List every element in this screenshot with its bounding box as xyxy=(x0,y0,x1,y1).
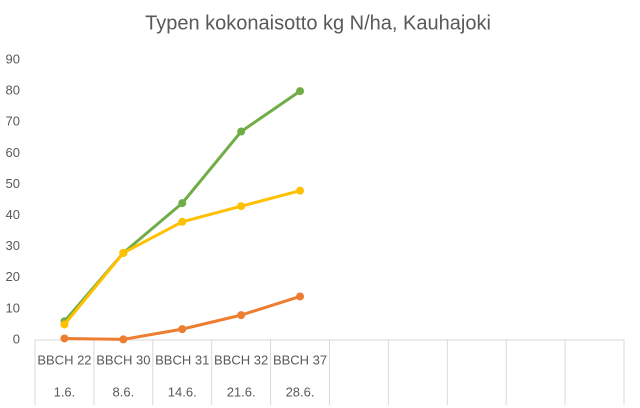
data-point xyxy=(237,202,246,211)
data-point xyxy=(178,217,187,226)
y-tick-label: 80 xyxy=(6,83,20,98)
data-point xyxy=(178,199,187,208)
y-tick-label: 70 xyxy=(6,114,20,129)
data-point xyxy=(119,248,128,257)
y-tick-label: 40 xyxy=(6,207,20,222)
x-sub-label: 21.6. xyxy=(227,384,256,399)
y-tick-label: 20 xyxy=(6,269,20,284)
x-tick-label: BBCH 37 xyxy=(273,352,327,367)
x-sub-label: 1.6. xyxy=(54,384,76,399)
data-point xyxy=(296,186,305,195)
x-tick-label: BBCH 22 xyxy=(37,352,91,367)
data-point xyxy=(237,127,246,136)
series-line xyxy=(63,189,301,326)
data-point xyxy=(119,335,128,344)
x-tick-label: BBCH 31 xyxy=(155,352,209,367)
x-sub-label: 14.6. xyxy=(168,384,197,399)
x-tick-label: BBCH 30 xyxy=(96,352,150,367)
x-sub-label: 8.6. xyxy=(113,384,135,399)
data-point xyxy=(178,325,187,334)
y-tick-label: 0 xyxy=(13,331,20,346)
data-point xyxy=(296,87,305,96)
data-point xyxy=(60,334,69,343)
y-tick-label: 30 xyxy=(6,238,20,253)
data-point xyxy=(60,320,69,329)
x-tick-label: BBCH 32 xyxy=(214,352,268,367)
data-point xyxy=(296,292,305,301)
data-point xyxy=(237,311,246,320)
x-sub-label: 28.6. xyxy=(286,384,315,399)
y-tick-label: 50 xyxy=(6,176,20,191)
y-tick-label: 90 xyxy=(6,51,20,66)
chart-title: Typen kokonaisotto kg N/ha, Kauhajoki xyxy=(145,12,491,34)
y-tick-label: 60 xyxy=(6,145,20,160)
y-tick-label: 10 xyxy=(6,300,20,315)
